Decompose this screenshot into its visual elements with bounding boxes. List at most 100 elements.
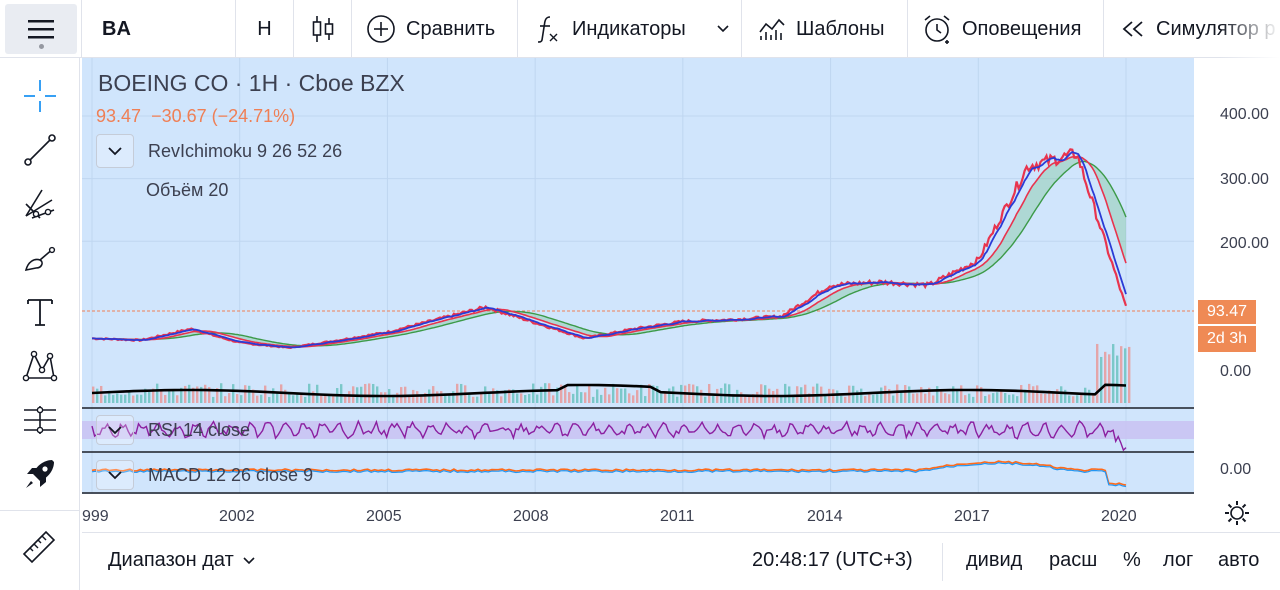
pattern-icon	[22, 350, 58, 382]
volume-bar	[900, 390, 903, 403]
percent-scale-toggle[interactable]: %	[1123, 549, 1141, 571]
volume-bar	[704, 396, 707, 403]
collapse-button[interactable]	[96, 460, 134, 490]
last-price-badge: 93.47	[1198, 300, 1256, 324]
macd-line	[91, 460, 1127, 486]
indicator-ichimoku[interactable]: RevIchimoku 9 26 52 26	[96, 134, 342, 168]
volume-bar	[700, 389, 703, 403]
volume-bar	[144, 388, 147, 403]
volume-bar	[380, 392, 383, 403]
prediction-icon	[24, 406, 56, 434]
dividends-toggle[interactable]: дивид	[966, 549, 1023, 571]
volume-bar	[180, 387, 183, 403]
chart-settings-button[interactable]	[1194, 494, 1280, 532]
auto-scale-toggle[interactable]: авто	[1218, 549, 1260, 571]
volume-bar	[976, 385, 979, 403]
chart-type-button[interactable]	[294, 0, 352, 58]
chart-pane[interactable]: BOEING CO · 1H · Cboe BZX 93.47 −30.67 (…	[82, 58, 1280, 532]
volume-bar	[228, 393, 231, 403]
volume-bar	[568, 392, 571, 403]
volume-bar	[1088, 389, 1091, 403]
price-tick: 300.00	[1220, 171, 1269, 188]
prediction-tool[interactable]	[16, 396, 64, 444]
pattern-tool[interactable]	[16, 342, 64, 390]
volume-bar	[816, 383, 819, 403]
volume-bar	[524, 395, 527, 403]
rocket-tool[interactable]	[16, 450, 64, 498]
collapse-button[interactable]	[96, 415, 134, 445]
indicator-macd-label: MACD 12 26 close 9	[148, 464, 314, 485]
crosshair-tool[interactable]	[16, 72, 64, 120]
volume-bar	[392, 394, 395, 403]
volume-bar	[504, 390, 507, 403]
clock[interactable]: 20:48:17 (UTC+3)	[752, 549, 913, 571]
volume-bar	[548, 383, 551, 403]
menu-button[interactable]	[0, 0, 82, 58]
volume-bar	[284, 389, 287, 403]
interval-button[interactable]: Н	[236, 0, 294, 58]
volume-bar	[972, 396, 975, 403]
indicator-macd[interactable]: MACD 12 26 close 9	[96, 460, 313, 490]
price-plot[interactable]	[82, 58, 1194, 532]
volume-bar	[936, 386, 939, 403]
time-axis[interactable]: 999 2002 2005 2008 2011 2014 2017 2020	[82, 494, 1194, 532]
symbol-search[interactable]: BA	[82, 0, 236, 58]
volume-bar	[872, 394, 875, 403]
alerts-label: Оповещения	[962, 17, 1082, 40]
volume-bar	[588, 384, 591, 403]
volume-bar	[1128, 346, 1131, 403]
candlestick-icon	[312, 16, 333, 42]
compare-label: Сравнить	[406, 17, 496, 40]
volume-bar	[664, 391, 667, 403]
ruler-tool[interactable]	[16, 522, 64, 570]
text-tool[interactable]	[16, 288, 64, 336]
volume-bar	[1040, 393, 1043, 403]
volume-bar	[592, 396, 595, 403]
volume-bar	[532, 383, 535, 403]
volume-bar	[136, 394, 139, 403]
compare-button[interactable]: Сравнить	[352, 0, 518, 58]
year-tick: 999	[82, 508, 109, 525]
volume-bar	[488, 392, 491, 403]
date-range-label: Диапазон дат	[108, 549, 234, 571]
templates-icon	[759, 18, 785, 40]
volume-bar	[572, 393, 575, 403]
volume-bar	[752, 394, 755, 403]
volume-bar	[756, 391, 759, 403]
pitchfork-tool[interactable]	[16, 180, 64, 228]
ruler-icon	[22, 530, 56, 564]
volume-bar	[620, 388, 623, 403]
indicator-rsi[interactable]: RSI 14 close	[96, 415, 250, 445]
volume-bar	[112, 394, 115, 403]
collapse-button[interactable]	[96, 134, 134, 168]
volume-bar	[164, 394, 167, 403]
volume-bar	[832, 389, 835, 403]
extended-hours-toggle[interactable]: расш	[1049, 549, 1098, 571]
volume-bar	[648, 384, 651, 403]
volume-bar	[520, 393, 523, 403]
volume-bar	[420, 394, 423, 403]
replay-button[interactable]: Симулятор р	[1104, 0, 1280, 58]
volume-bar	[644, 396, 647, 403]
templates-button[interactable]: Шаблоны	[742, 0, 908, 58]
brush-tool[interactable]	[16, 234, 64, 282]
trend-line-tool[interactable]	[16, 126, 64, 174]
indicators-button[interactable]: Индикаторы	[518, 0, 742, 58]
volume-bar	[1044, 393, 1047, 403]
volume-bar	[384, 392, 387, 403]
volume-bar	[956, 389, 959, 403]
date-range-button[interactable]: Диапазон дат	[108, 549, 256, 572]
rocket-icon	[26, 460, 54, 488]
volume-bar	[1092, 394, 1095, 403]
volume-bar	[960, 385, 963, 403]
volume-bar	[248, 385, 251, 403]
volume-bar	[1032, 386, 1035, 403]
indicator-volume-label[interactable]: Объём 20	[146, 180, 229, 200]
log-scale-toggle[interactable]: лог	[1163, 549, 1194, 571]
chart-title[interactable]: BOEING CO · 1H · Cboe BZX	[98, 70, 405, 96]
volume-bar	[320, 394, 323, 403]
volume-bar	[176, 395, 179, 403]
alerts-button[interactable]: Оповещения	[908, 0, 1104, 58]
price-axis[interactable]: 400.00 300.00 200.00 0.00 0.00 93.47 2d …	[1194, 58, 1280, 532]
volume-bar	[652, 385, 655, 403]
